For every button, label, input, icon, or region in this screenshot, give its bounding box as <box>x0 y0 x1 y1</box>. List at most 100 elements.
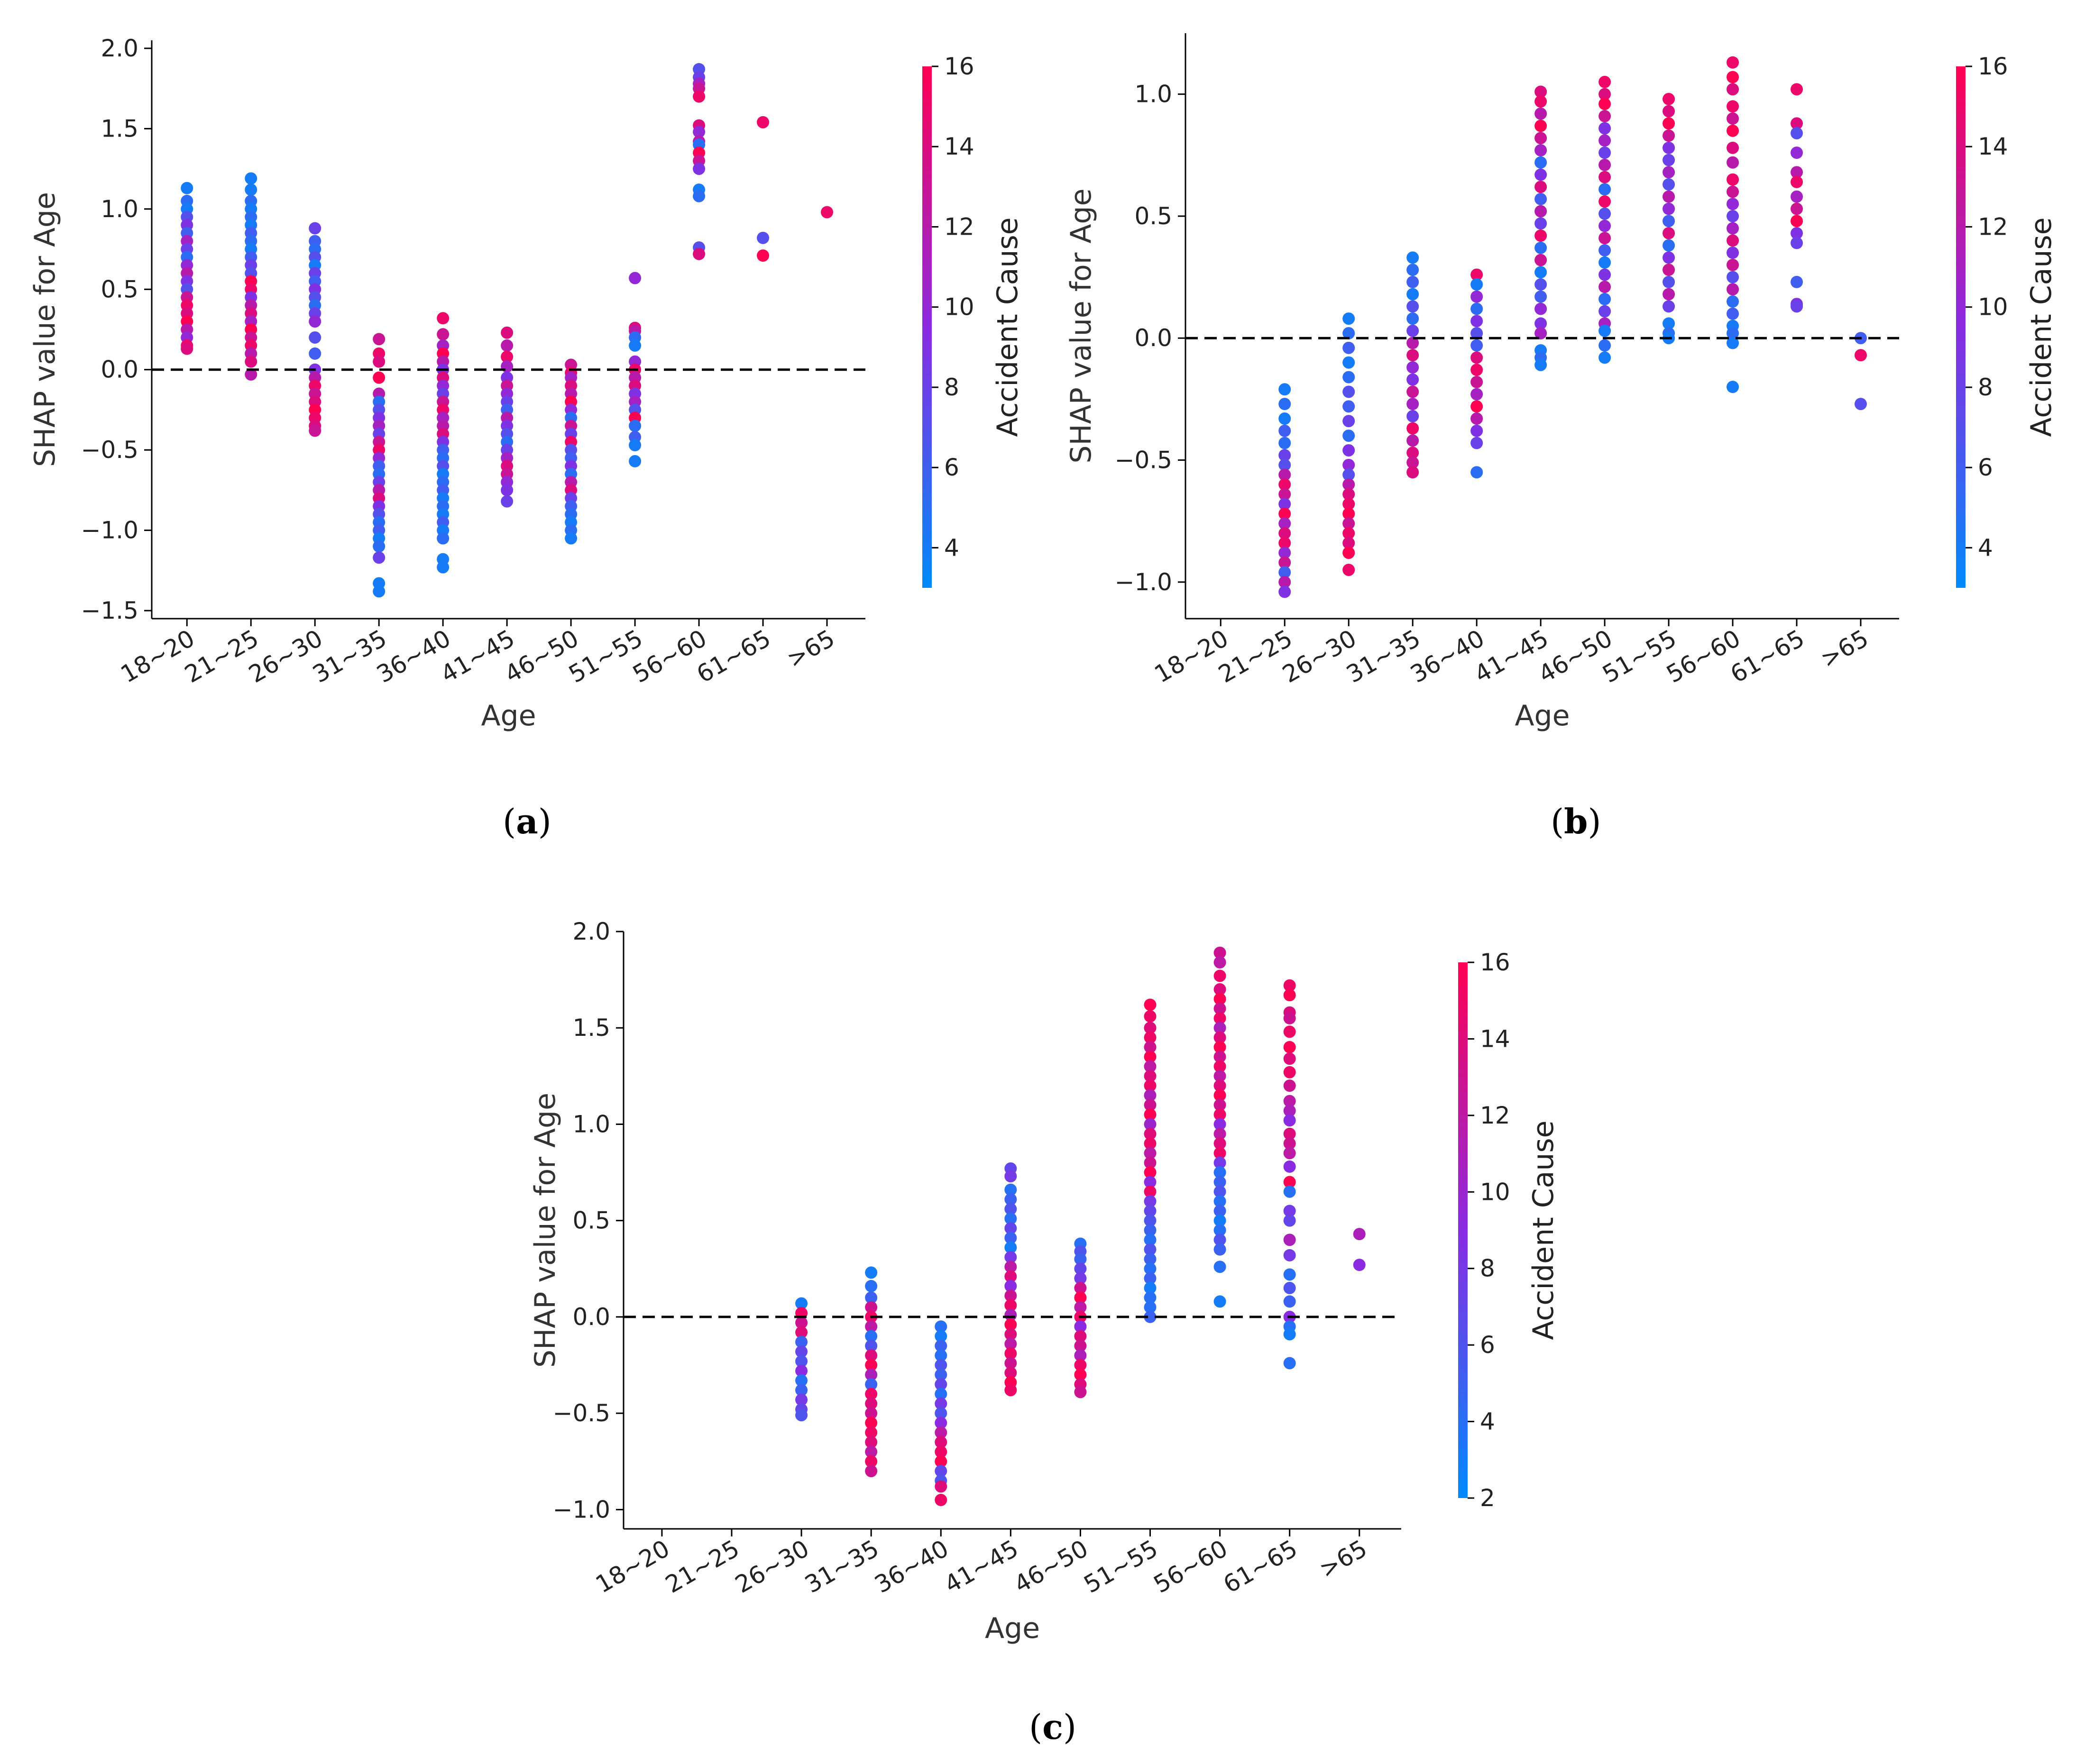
data-point <box>1598 146 1611 159</box>
colorbar-tick-label: 6 <box>1480 1331 1495 1359</box>
data-point <box>1074 1320 1087 1333</box>
data-point <box>1342 430 1355 442</box>
data-point <box>935 1397 947 1410</box>
data-point <box>1406 447 1419 459</box>
data-point <box>1144 1234 1157 1246</box>
data-point <box>565 532 578 545</box>
y-tick-label: −1.5 <box>81 597 138 624</box>
data-point <box>1406 251 1419 264</box>
data-point <box>1213 1051 1226 1063</box>
data-point <box>1278 412 1291 425</box>
data-point <box>1074 1339 1087 1352</box>
x-tick-label: 18~20 <box>116 624 199 688</box>
data-point <box>865 1417 878 1429</box>
data-point <box>1004 1222 1017 1234</box>
data-point <box>1791 215 1803 228</box>
data-point <box>1283 989 1296 1002</box>
data-point <box>1598 122 1611 135</box>
data-point <box>1283 1137 1296 1150</box>
data-point <box>935 1480 947 1493</box>
data-point <box>1727 381 1739 393</box>
data-point <box>1662 178 1675 191</box>
y-axis-label: SHAP value for Age <box>1065 188 1098 463</box>
y-tick-label: −1.0 <box>81 517 138 544</box>
data-point <box>1534 119 1547 132</box>
data-point <box>865 1378 878 1391</box>
data-point <box>373 540 386 553</box>
data-point <box>1213 1118 1226 1131</box>
data-point <box>1144 1127 1157 1140</box>
x-tick-label: 18~20 <box>591 1535 674 1599</box>
data-point <box>795 1384 808 1397</box>
data-point <box>309 315 321 328</box>
data-point <box>1144 1262 1157 1275</box>
data-point <box>1470 424 1483 437</box>
data-point <box>1791 127 1803 139</box>
chart-panel-b: −1.0 −0.5 0.0 0.5 1.0 18~2021~2526~3031~3536~… <box>1065 33 2058 732</box>
data-point <box>1213 1127 1226 1140</box>
data-point <box>935 1388 947 1400</box>
data-point <box>865 1368 878 1381</box>
data-point <box>1144 1214 1157 1227</box>
data-point <box>1727 173 1739 186</box>
x-tick-label: >65 <box>1314 1535 1371 1583</box>
colorbar-tick-label: 14 <box>1978 133 2008 160</box>
data-point <box>309 424 321 437</box>
data-point <box>629 455 642 467</box>
data-point <box>1004 1170 1017 1183</box>
data-point <box>1470 364 1483 376</box>
data-point <box>437 328 450 341</box>
x-axis-label: Age <box>1515 699 1570 732</box>
data-point <box>1004 1357 1017 1370</box>
data-point <box>1278 383 1291 396</box>
data-point <box>1213 1060 1226 1073</box>
data-point <box>1144 1010 1157 1023</box>
data-point <box>1144 1195 1157 1208</box>
data-point <box>795 1355 808 1368</box>
data-point <box>795 1374 808 1387</box>
data-point <box>1213 1012 1226 1024</box>
data-point <box>935 1330 947 1343</box>
y-tick-label: 0.5 <box>1134 202 1172 230</box>
data-point <box>501 339 514 352</box>
data-point <box>1534 95 1547 108</box>
colorbar-tick-label: 4 <box>944 534 959 561</box>
data-point <box>1470 278 1483 291</box>
colorbar-tick-label: 4 <box>1480 1408 1495 1435</box>
data-point <box>1662 251 1675 264</box>
data-point <box>1004 1232 1017 1244</box>
colorbar-label: Accident Cause <box>2025 217 2058 437</box>
data-point <box>1004 1337 1017 1350</box>
data-point <box>1662 215 1675 228</box>
data-point <box>1342 488 1355 501</box>
data-point <box>1213 1166 1226 1179</box>
data-point <box>1406 324 1419 337</box>
data-point <box>1727 327 1739 339</box>
data-point <box>1342 415 1355 428</box>
data-point <box>1074 1262 1087 1275</box>
data-point <box>1662 166 1675 179</box>
data-point <box>1534 107 1547 120</box>
data-point <box>1534 327 1547 339</box>
data-point <box>935 1378 947 1391</box>
data-point <box>865 1291 878 1304</box>
data-point <box>1283 1025 1296 1038</box>
data-point <box>1598 195 1611 208</box>
data-point <box>1283 1185 1296 1198</box>
data-point <box>1144 1156 1157 1169</box>
data-point <box>1004 1183 1017 1196</box>
data-point <box>1074 1272 1087 1285</box>
data-point <box>1598 219 1611 232</box>
data-point <box>1534 229 1547 242</box>
data-point <box>1662 154 1675 166</box>
y-tick-label: 2.0 <box>101 35 138 62</box>
data-point <box>1278 547 1291 559</box>
data-point <box>1144 1137 1157 1150</box>
data-point <box>1342 507 1355 520</box>
data-point <box>1727 258 1739 271</box>
data-point <box>795 1316 808 1329</box>
data-point <box>1144 1310 1157 1323</box>
x-tick-label: 36~40 <box>372 624 455 688</box>
data-point <box>1534 290 1547 303</box>
y-tick-label: 1.0 <box>1134 81 1172 108</box>
